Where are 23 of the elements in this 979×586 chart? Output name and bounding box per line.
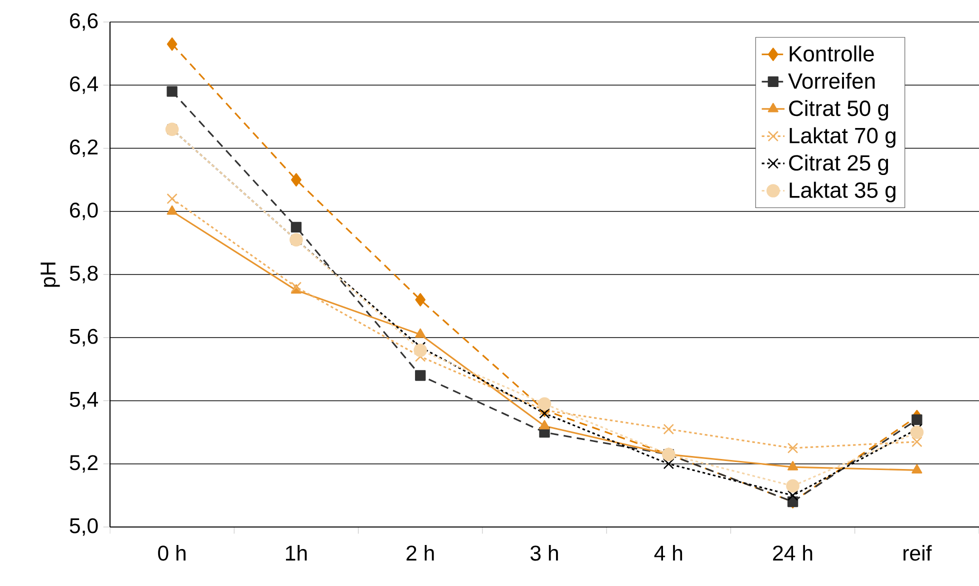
y-tick-label: 6,0 — [70, 202, 98, 220]
legend-label: Laktat 35 g — [790, 182, 896, 202]
x-tick-label: reif — [904, 545, 932, 561]
y-axis-title: pH — [40, 262, 60, 287]
legend-label: Citrat 25 g — [789, 154, 888, 176]
legend-label: Vorreifen — [788, 72, 875, 89]
legend-label: Laktat 70 g — [790, 127, 896, 148]
y-tick-label: 6,6 — [70, 13, 98, 31]
legend-label: Citrat 50 g — [789, 100, 888, 120]
y-tick-label: 5,8 — [70, 266, 98, 284]
x-tick-label: 1h — [286, 545, 307, 560]
y-tick-label: 5,4 — [70, 392, 98, 410]
y-tick-label: 5,0 — [70, 518, 98, 536]
x-tick-label: 3 h — [530, 545, 558, 561]
y-tick-label: 6,4 — [70, 76, 98, 94]
x-tick-label: 2 h — [406, 545, 434, 560]
x-tick-label: 4 h — [654, 545, 682, 560]
x-tick-label: 0 h — [158, 545, 186, 561]
y-tick-label: 6,2 — [70, 139, 98, 158]
x-tick-label: 24 h — [773, 545, 812, 560]
y-tick-label: 5,6 — [70, 328, 98, 346]
y-tick-label: 5,2 — [70, 455, 98, 473]
legend-label: Kontrolle — [790, 45, 874, 62]
